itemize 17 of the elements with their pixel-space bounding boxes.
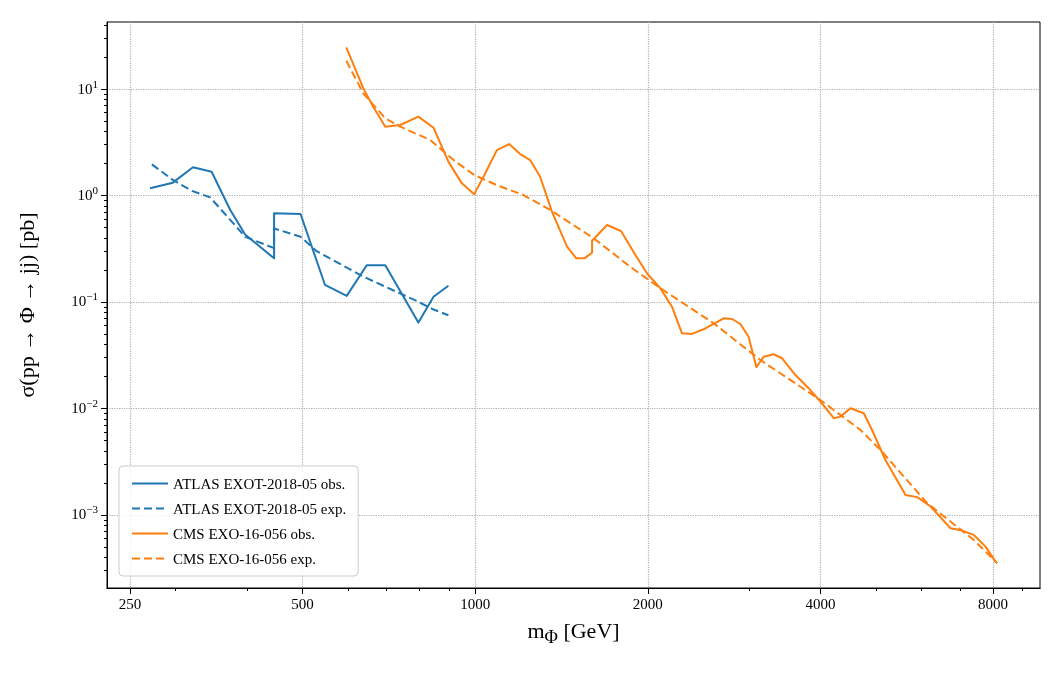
legend-label: ATLAS EXOT-2018-05 obs. [173, 475, 346, 492]
legend-label: CMS EXO-16-056 obs. [173, 525, 316, 542]
x-tick-label: 4000 [805, 595, 836, 612]
legend-label: CMS EXO-16-056 exp. [173, 550, 316, 567]
x-tick-label: 1000 [460, 595, 491, 612]
legend-label: ATLAS EXOT-2018-05 exp. [173, 500, 347, 517]
y-tick-label: 10$^{1}$ [77, 77, 98, 97]
y-tick-label: 10$^{0}$ [77, 183, 98, 203]
y-tick-label: 10$^{−3}$ [71, 503, 98, 523]
x-tick-label: 250 [118, 595, 142, 612]
y-tick-label: 10$^{−1}$ [71, 290, 98, 310]
y-tick-label: 10$^{−2}$ [71, 396, 98, 416]
x-tick-label: 8000 [978, 595, 1009, 612]
y-axis-title: σ(pp → Φ → jj) [pb] [13, 212, 39, 398]
x-axis-title: m$_{Φ}$ [GeV] [526, 618, 621, 649]
x-tick-label: 500 [291, 595, 314, 612]
x-tick-label: 2000 [632, 595, 663, 612]
